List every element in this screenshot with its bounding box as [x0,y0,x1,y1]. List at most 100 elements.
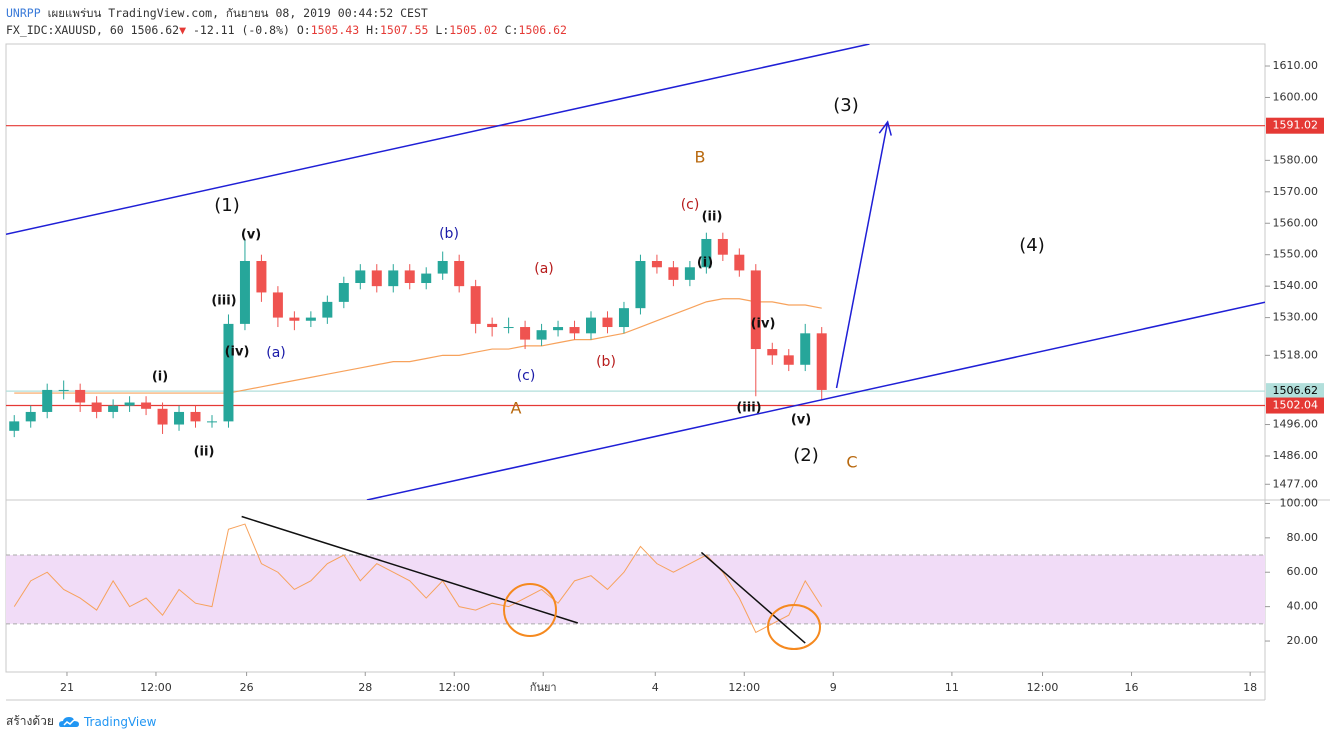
wave-label: (i) [697,256,713,271]
candle-body [717,238,728,255]
price-label: 1506.62 [1273,384,1319,397]
wave-label: (b) [596,354,616,370]
price-label-box [1266,397,1324,414]
circle-mark [767,604,821,650]
candle-body [289,317,300,321]
wave-label: (iv) [751,317,776,332]
candle-body [437,260,448,274]
y-tick-label: 1600.00 [1273,90,1319,103]
candle-body [404,270,415,284]
published: เผยแพร่บน TradingView.com, กันยายน 08, 2… [47,6,428,20]
trend-line [700,551,806,644]
ohlc-value: 1506.62 [518,23,567,37]
ohlc-value: 1505.02 [449,23,498,37]
trend-line [241,515,579,624]
candle-body [272,292,283,318]
candle-body [388,270,399,287]
candle-body [816,333,827,390]
price-label: 1591.02 [1273,119,1319,132]
wave-label: C [846,453,857,472]
candle-body [141,402,152,409]
candle-body [684,267,695,280]
candle-body [206,421,217,423]
y-tick-label: 1496.00 [1273,418,1319,431]
x-tick-label: 12:00 [1027,681,1059,694]
candle-body [256,260,267,293]
wave-label: (v) [241,228,261,243]
x-tick-label: 26 [240,681,254,694]
wave-label: A [511,399,522,418]
y-tick-label: 60.00 [1287,565,1319,578]
candle-body [651,260,662,268]
candle-body [239,260,250,324]
rsi-pane [6,515,1265,650]
candle-body [586,317,597,334]
x-tick-label: 12:00 [438,681,470,694]
candle-body [371,270,382,287]
wave-label: (i) [152,370,168,385]
candle-body [108,405,119,412]
wave-label: (a) [266,345,286,361]
wave-label: (c) [681,197,700,213]
candle-body [124,402,135,406]
y-tick-label: 80.00 [1287,531,1319,544]
y-tick-label: 1518.00 [1273,348,1319,361]
candle-body [355,270,366,284]
candle-body [25,411,36,422]
wave-label: (1) [214,195,240,216]
x-tick-label: 12:00 [728,681,760,694]
logo-icon [58,716,79,727]
candle-body [75,389,86,403]
ohlc-label: C: [504,23,519,37]
change: -12.11 (-0.8%) [192,23,290,37]
last-price: 1506.62 [130,23,180,37]
wave-label: (b) [439,226,459,242]
ohlc-label: O: [296,23,311,37]
y-tick-label: 1486.00 [1273,449,1319,462]
trend-line [835,121,889,389]
wave-label: B [695,148,706,167]
price-pane: (1)(v) (iii) (iv) (i) (ii) (a) (b) (c) (a) (b) (c)… [6,44,1265,500]
candle-body [487,323,498,328]
price-label-box [1266,117,1324,134]
candle-body [635,260,646,309]
price-label-box [1266,383,1324,400]
header-line: FX_IDC:XAUUSD, 60 1506.62▼ -12.11 (-0.8%… [6,22,567,39]
y-tick-label: 1530.00 [1273,311,1319,324]
wave-label: (c) [517,368,536,384]
wave-label: (4) [1019,235,1045,256]
footer: สร้างด้วย TradingView [6,712,156,731]
candle-body [800,333,811,365]
x-tick-label: 21 [60,681,74,694]
wave-label: (2) [793,445,819,466]
y-tick-label: 40.00 [1287,600,1319,613]
wave-label: (iii) [736,401,761,416]
y-tick-label: 1550.00 [1273,248,1319,261]
made-with: สร้างด้วย [6,714,54,728]
candle-body [58,389,69,391]
candle-body [223,323,234,422]
x-tick-label: 11 [945,681,959,694]
x-tick-label: 4 [652,681,659,694]
candle-body [9,421,20,431]
candle-body [470,286,481,324]
candle-body [536,330,547,340]
wave-label: (a) [534,261,554,277]
wave-label: (iv) [225,345,250,360]
candle-body [454,260,465,287]
candle-body [305,317,316,321]
header: UNRPP เผยแพร่บน TradingView.com, กันยายน… [6,5,567,39]
x-tick-label: 9 [830,681,837,694]
axes: 1610.00 1600.00 1580.00 1570.00 1560.00 1550.… [60,59,1324,694]
candle-body [602,317,613,328]
ohlc-label: H: [366,23,380,37]
header-line: UNRPP เผยแพร่บน TradingView.com, กันยายน… [6,5,567,22]
down-arrow: ▼ [179,23,187,37]
symbol: FX_IDC:XAUUSD, 60 [6,23,124,37]
wave-label: (ii) [702,210,723,225]
rsi-band [6,555,1265,624]
x-tick-label: 18 [1243,681,1257,694]
candle-body [338,283,349,302]
candle-body [701,238,712,268]
y-tick-label: 1477.00 [1273,477,1319,490]
